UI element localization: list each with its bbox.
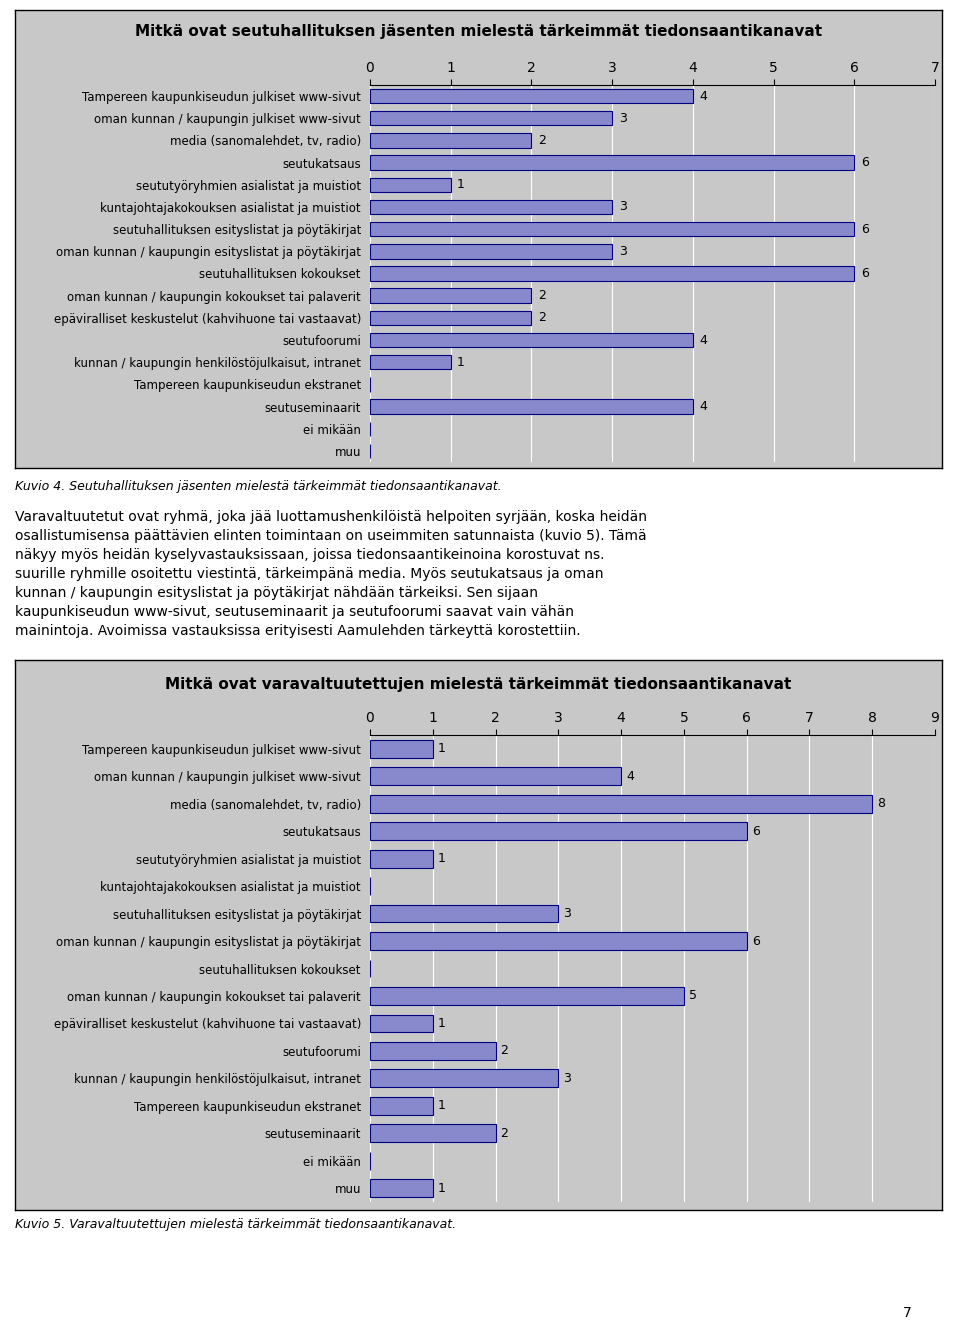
Bar bbox=[370, 904, 559, 923]
Text: 6: 6 bbox=[861, 222, 869, 235]
Bar bbox=[370, 1180, 433, 1197]
Bar bbox=[370, 987, 684, 1005]
Text: 6: 6 bbox=[861, 156, 869, 169]
Text: 6: 6 bbox=[752, 935, 759, 947]
Bar bbox=[370, 112, 612, 125]
Text: 3: 3 bbox=[564, 1072, 571, 1085]
Bar bbox=[370, 1124, 495, 1142]
Text: 6: 6 bbox=[752, 825, 759, 838]
Text: 3: 3 bbox=[618, 112, 627, 125]
Text: 1: 1 bbox=[438, 742, 445, 755]
Text: 8: 8 bbox=[877, 797, 885, 810]
Text: 1: 1 bbox=[438, 1100, 445, 1112]
Text: 1: 1 bbox=[438, 1182, 445, 1194]
Bar bbox=[370, 266, 854, 281]
Bar bbox=[370, 767, 621, 785]
Text: 1: 1 bbox=[457, 355, 465, 368]
Text: 2: 2 bbox=[500, 1044, 509, 1057]
Bar bbox=[370, 355, 450, 370]
Bar bbox=[370, 932, 747, 950]
Bar bbox=[370, 795, 873, 813]
Bar bbox=[370, 222, 854, 237]
Text: 2: 2 bbox=[538, 311, 546, 325]
Text: 3: 3 bbox=[618, 245, 627, 258]
Text: Kuvio 4. Seutuhallituksen jäsenten mielestä tärkeimmät tiedonsaantikanavat.: Kuvio 4. Seutuhallituksen jäsenten miele… bbox=[15, 480, 502, 493]
Text: 4: 4 bbox=[699, 400, 708, 414]
Bar bbox=[370, 399, 693, 414]
Text: 5: 5 bbox=[689, 990, 697, 1003]
Bar bbox=[370, 739, 433, 758]
Text: Mitkä ovat seutuhallituksen jäsenten mielestä tärkeimmät tiedonsaantikanavat: Mitkä ovat seutuhallituksen jäsenten mie… bbox=[135, 24, 822, 39]
Bar bbox=[370, 332, 693, 347]
Text: 1: 1 bbox=[438, 1017, 445, 1029]
Bar bbox=[370, 311, 532, 325]
Text: Mitkä ovat varavaltuutettujen mielestä tärkeimmät tiedonsaantikanavat: Mitkä ovat varavaltuutettujen mielestä t… bbox=[165, 677, 792, 692]
Text: 2: 2 bbox=[500, 1127, 509, 1140]
Text: 2: 2 bbox=[538, 134, 546, 146]
Bar bbox=[370, 1097, 433, 1115]
Bar bbox=[370, 1015, 433, 1032]
Bar bbox=[370, 1041, 495, 1060]
Text: Kuvio 5. Varavaltuutettujen mielestä tärkeimmät tiedonsaantikanavat.: Kuvio 5. Varavaltuutettujen mielestä tär… bbox=[15, 1218, 456, 1232]
Bar bbox=[370, 822, 747, 841]
Bar bbox=[370, 1069, 559, 1088]
Bar bbox=[370, 133, 532, 148]
Text: Varavaltuutetut ovat ryhmä, joka jää luottamushenkilöistä helpoiten syrjään, kos: Varavaltuutetut ovat ryhmä, joka jää luo… bbox=[15, 509, 647, 637]
Text: 6: 6 bbox=[861, 267, 869, 281]
Bar bbox=[370, 89, 693, 104]
Bar bbox=[370, 156, 854, 170]
Text: 1: 1 bbox=[438, 853, 445, 864]
Text: 7: 7 bbox=[903, 1306, 912, 1319]
Text: 1: 1 bbox=[457, 178, 465, 192]
Text: 2: 2 bbox=[538, 289, 546, 302]
Text: 4: 4 bbox=[626, 770, 634, 783]
Bar bbox=[370, 245, 612, 258]
Text: 3: 3 bbox=[618, 201, 627, 214]
Text: 3: 3 bbox=[564, 907, 571, 920]
Bar bbox=[370, 178, 450, 192]
Bar bbox=[370, 850, 433, 867]
Bar bbox=[370, 289, 532, 303]
Bar bbox=[370, 200, 612, 214]
Text: 4: 4 bbox=[699, 89, 708, 102]
Text: 4: 4 bbox=[699, 334, 708, 347]
